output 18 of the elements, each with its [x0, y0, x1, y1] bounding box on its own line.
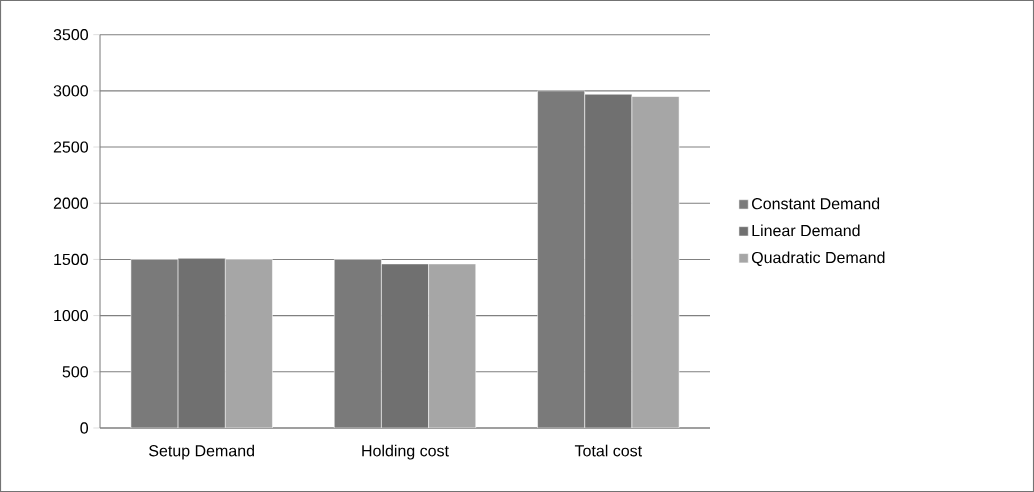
- y-tick-label: 3000: [53, 85, 89, 97]
- legend-label: Quadratic Demand: [751, 251, 885, 267]
- y-tick-label: 2000: [53, 197, 89, 209]
- bar: [428, 263, 477, 428]
- bar: [177, 258, 226, 428]
- legend-label: Linear Demand: [752, 224, 860, 237]
- y-tick-label: 1500: [54, 253, 89, 266]
- y-tick-label: 0: [80, 422, 89, 434]
- x-tick-label: Holding cost: [362, 444, 449, 460]
- bar: [224, 259, 273, 428]
- x-tick-label: Setup Demand: [149, 444, 254, 460]
- y-tick-label: 2500: [53, 141, 89, 153]
- y-tick-label: 1000: [54, 309, 89, 322]
- y-tick-label: 3500: [53, 29, 89, 41]
- bar: [631, 96, 680, 428]
- x-tick-label: Total cost: [574, 444, 642, 457]
- y-tick-label: 500: [62, 366, 89, 378]
- legend-label: Constant Demand: [752, 197, 880, 210]
